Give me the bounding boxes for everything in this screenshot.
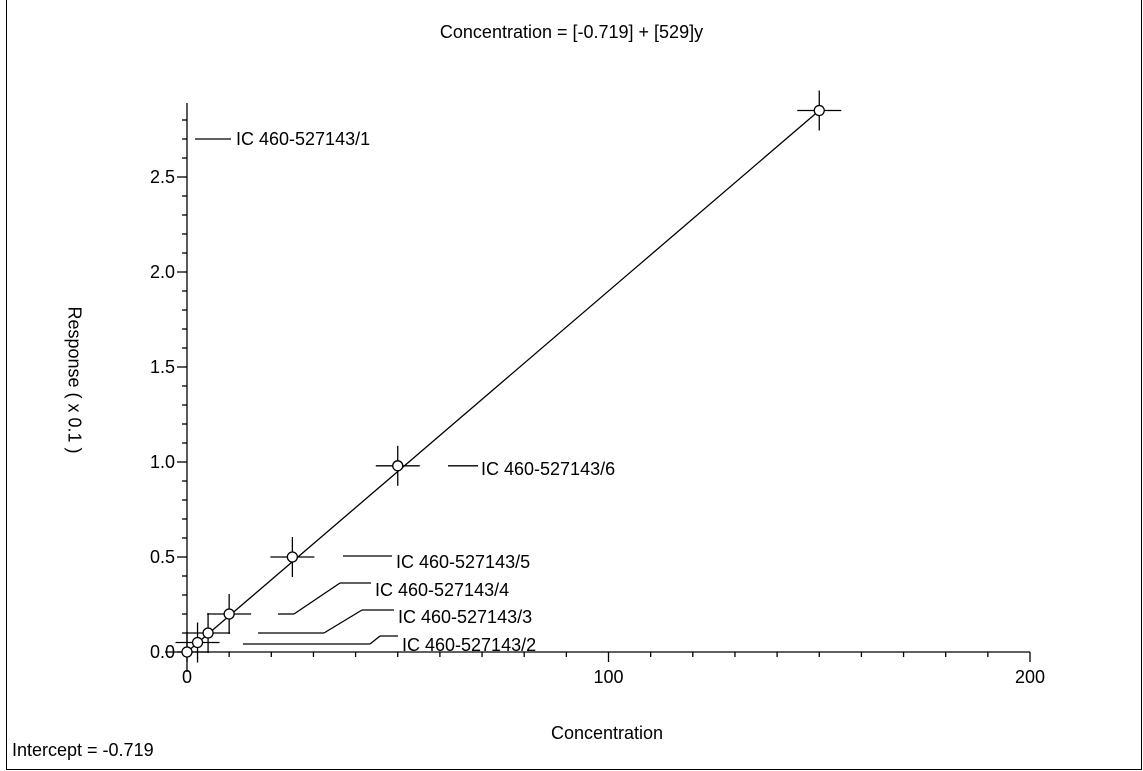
data-point bbox=[191, 636, 204, 649]
x-tick-label: 200 bbox=[1015, 667, 1045, 687]
annotation-leader-line bbox=[293, 582, 341, 615]
y-tick-label: 1.0 bbox=[150, 452, 175, 472]
x-tick-label: 100 bbox=[593, 667, 623, 687]
chart-frame bbox=[6, 0, 1142, 770]
annotation-label: IC 460-527143/1 bbox=[236, 129, 370, 149]
data-point bbox=[223, 608, 235, 620]
annotation-label: IC 460-527143/4 bbox=[375, 580, 509, 600]
annotation-label: IC 460-527143/6 bbox=[481, 459, 615, 479]
y-tick-label: 0.0 bbox=[150, 642, 175, 662]
chart-title: Concentration = [-0.719] + [529]y bbox=[439, 22, 704, 42]
annotation-leader-line bbox=[369, 635, 381, 645]
data-point bbox=[813, 104, 825, 117]
intercept-text: Intercept = -0.719 bbox=[12, 740, 154, 760]
x-axis-label: Concentration bbox=[550, 723, 664, 743]
y-tick-label: 1.5 bbox=[150, 357, 175, 377]
data-point bbox=[202, 627, 214, 639]
y-tick-label: 2.0 bbox=[150, 262, 175, 282]
annotation-label: IC 460-527143/3 bbox=[398, 607, 532, 627]
data-point bbox=[392, 460, 404, 472]
y-tick-label: 2.5 bbox=[150, 167, 175, 187]
y-tick-label: 0.5 bbox=[150, 547, 175, 567]
x-tick-label: 0 bbox=[182, 667, 192, 687]
annotation-leader-line bbox=[323, 609, 363, 634]
data-point bbox=[181, 646, 193, 658]
annotation-label: IC 460-527143/5 bbox=[396, 552, 530, 572]
annotation-label: IC 460-527143/2 bbox=[402, 635, 536, 655]
data-point bbox=[286, 551, 299, 563]
